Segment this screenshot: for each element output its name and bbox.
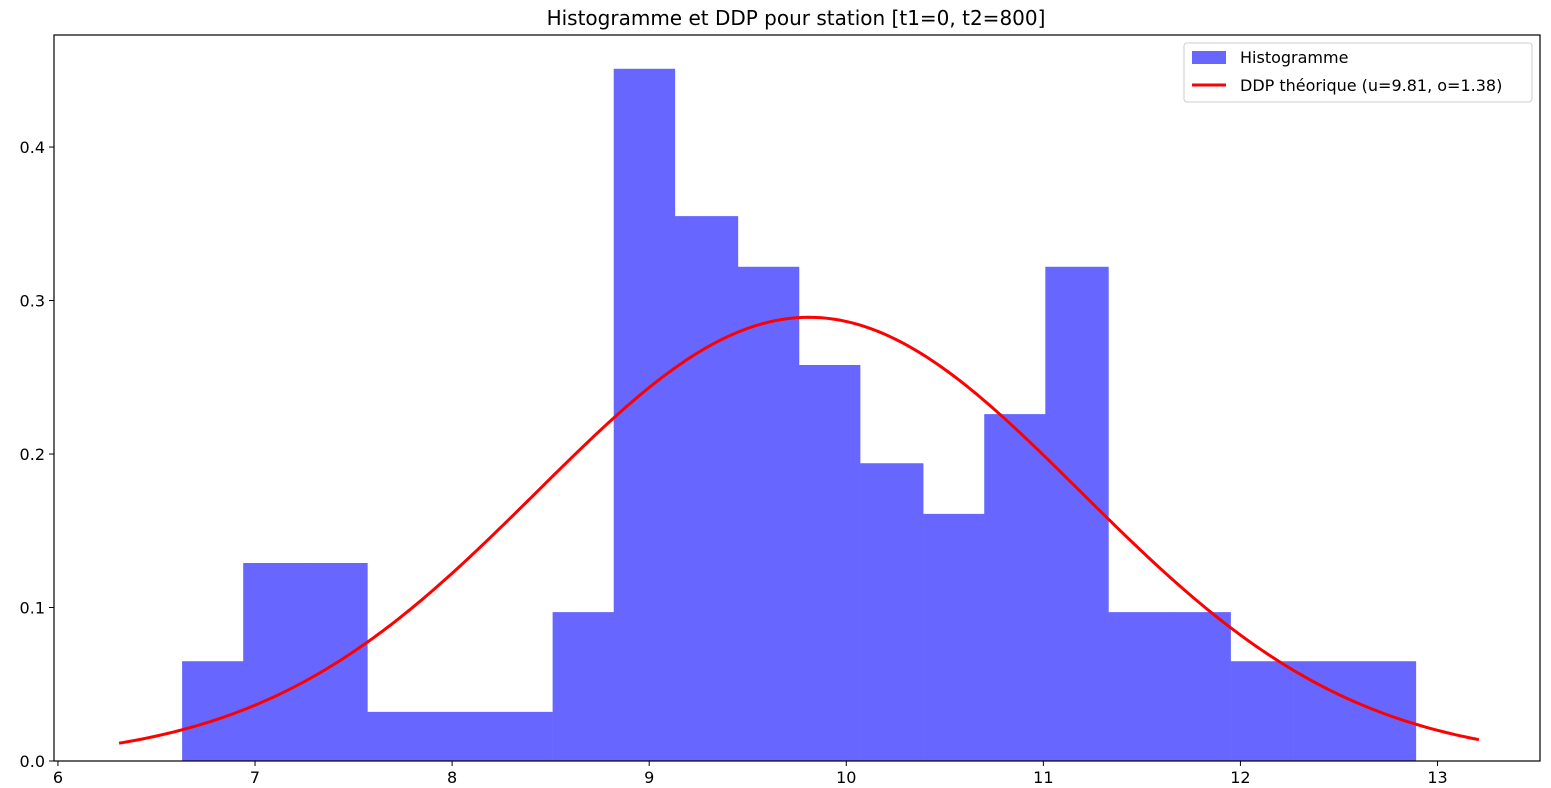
legend: Histogramme DDP théorique (u=9.81, o=1.3… (1183, 42, 1533, 103)
histogram-bar (860, 463, 924, 761)
histogram-bar (1108, 612, 1170, 761)
y-axis: 0.0 0.1 0.2 0.3 0.4 (20, 138, 54, 771)
legend-histogram-label: Histogramme (1240, 48, 1348, 67)
chart-title: Histogramme et DDP pour station [t1=0, t… (547, 6, 1046, 30)
histogram-bar (489, 711, 553, 761)
legend-box (1183, 42, 1533, 103)
histogram-bars (182, 68, 1417, 761)
x-tick-label: 10 (836, 768, 856, 787)
histogram-bar (984, 414, 1046, 761)
pdf-curve-line (118, 315, 1480, 745)
x-tick-label: 12 (1230, 768, 1250, 787)
histogram-bar (923, 513, 985, 761)
y-tick-label: 0.3 (20, 292, 45, 311)
histogram-bar (1354, 661, 1417, 761)
y-tick-label: 0.2 (20, 445, 45, 464)
histogram-bar (613, 68, 676, 761)
histogram-bar (428, 711, 490, 761)
histogram-bar (674, 216, 739, 761)
histogram-bar (798, 365, 861, 761)
y-tick-label: 0.4 (20, 138, 45, 157)
y-tick-label: 0.1 (20, 599, 45, 618)
x-axis: 6 7 8 9 10 11 12 13 (53, 761, 1448, 787)
histogram-bar (1045, 266, 1109, 761)
x-tick-label: 6 (53, 768, 63, 787)
histogram-bar (737, 266, 800, 761)
plot-frame (53, 34, 1541, 762)
pdf-curve-layer (118, 315, 1480, 745)
y-tick-label: 0.0 (20, 752, 45, 771)
x-tick-label: 11 (1033, 768, 1053, 787)
histogram-bar (367, 711, 429, 761)
histogram-bar (1230, 661, 1294, 761)
legend-curve-label: DDP théorique (u=9.81, o=1.38) (1240, 76, 1502, 95)
histogram-bar (182, 661, 244, 761)
legend-histogram-swatch (1192, 51, 1226, 64)
x-tick-label: 7 (250, 768, 260, 787)
x-tick-label: 9 (644, 768, 654, 787)
histogram-bar (243, 563, 305, 761)
histogram-bar (1169, 612, 1231, 761)
x-tick-label: 13 (1427, 768, 1447, 787)
x-tick-label: 8 (447, 768, 457, 787)
histogram-bar (552, 612, 615, 761)
